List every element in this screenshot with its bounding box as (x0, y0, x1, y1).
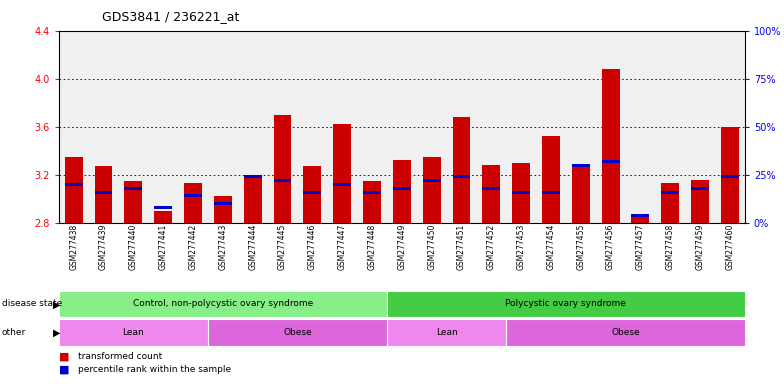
Text: GSM277438: GSM277438 (69, 224, 78, 270)
Text: GSM277450: GSM277450 (427, 224, 436, 270)
Text: GSM277446: GSM277446 (308, 224, 317, 270)
Text: ■: ■ (59, 351, 69, 361)
Text: GSM277453: GSM277453 (517, 224, 525, 270)
Text: GSM277443: GSM277443 (218, 224, 227, 270)
Text: ▶: ▶ (53, 300, 61, 310)
Bar (572, 166, 590, 223)
Bar (542, 190, 560, 194)
Bar (691, 187, 709, 190)
Bar (274, 179, 292, 182)
Bar (184, 183, 202, 223)
Bar (363, 190, 381, 194)
Bar (244, 175, 262, 223)
Text: Polycystic ovary syndrome: Polycystic ovary syndrome (506, 299, 626, 308)
Text: GSM277439: GSM277439 (99, 224, 108, 270)
Text: GSM277449: GSM277449 (397, 224, 406, 270)
Text: GSM277457: GSM277457 (636, 224, 645, 270)
Text: GSM277442: GSM277442 (188, 224, 198, 270)
Bar (423, 179, 441, 182)
Text: GSM277448: GSM277448 (368, 224, 376, 270)
Bar (154, 206, 172, 209)
Text: GSM277444: GSM277444 (249, 224, 257, 270)
Text: other: other (2, 328, 26, 337)
Bar (393, 161, 411, 223)
Bar (691, 180, 709, 223)
Bar (208, 319, 387, 346)
Text: percentile rank within the sample: percentile rank within the sample (78, 365, 231, 374)
Bar (542, 136, 560, 223)
Text: ■: ■ (59, 364, 69, 374)
Bar (572, 164, 590, 167)
Text: GDS3841 / 236221_at: GDS3841 / 236221_at (102, 10, 239, 23)
Bar (721, 127, 739, 223)
Bar (214, 202, 232, 205)
Bar (482, 165, 500, 223)
Bar (721, 175, 739, 178)
Bar (333, 183, 351, 186)
Bar (303, 166, 321, 223)
Bar (333, 124, 351, 223)
Bar (452, 175, 470, 178)
Bar (452, 117, 470, 223)
Bar (363, 181, 381, 223)
Bar (95, 166, 112, 223)
Bar (393, 187, 411, 190)
Bar (303, 190, 321, 194)
Bar (661, 190, 679, 194)
Bar (601, 69, 619, 223)
Bar (387, 319, 506, 346)
Bar (387, 291, 745, 317)
Text: GSM277451: GSM277451 (457, 224, 466, 270)
Text: Lean: Lean (436, 328, 457, 337)
Text: GSM277447: GSM277447 (338, 224, 347, 270)
Text: Obese: Obese (612, 328, 640, 337)
Bar (214, 196, 232, 223)
Bar (65, 183, 82, 186)
Bar (601, 160, 619, 163)
Bar (631, 214, 649, 217)
Text: GSM277458: GSM277458 (666, 224, 675, 270)
Bar (512, 163, 530, 223)
Bar (244, 175, 262, 178)
Bar (482, 187, 500, 190)
Text: GSM277445: GSM277445 (278, 224, 287, 270)
Bar (125, 181, 143, 223)
Bar (423, 157, 441, 223)
Bar (125, 187, 143, 190)
Bar (59, 291, 387, 317)
Bar (661, 183, 679, 223)
Text: ▶: ▶ (53, 328, 61, 338)
Text: GSM277452: GSM277452 (487, 224, 495, 270)
Text: GSM277441: GSM277441 (158, 224, 168, 270)
Bar (95, 190, 112, 194)
Text: GSM277454: GSM277454 (546, 224, 555, 270)
Bar (184, 194, 202, 197)
Text: GSM277456: GSM277456 (606, 224, 615, 270)
Text: GSM277440: GSM277440 (129, 224, 138, 270)
Bar (506, 319, 745, 346)
Bar (65, 157, 82, 223)
Bar (631, 217, 649, 223)
Text: GSM277460: GSM277460 (725, 224, 735, 270)
Text: Lean: Lean (122, 328, 144, 337)
Text: GSM277455: GSM277455 (576, 224, 586, 270)
Bar (154, 211, 172, 223)
Text: disease state: disease state (2, 299, 62, 308)
Bar (274, 115, 292, 223)
Text: Obese: Obese (283, 328, 312, 337)
Bar (59, 319, 208, 346)
Text: GSM277459: GSM277459 (695, 224, 705, 270)
Text: transformed count: transformed count (78, 352, 162, 361)
Bar (512, 190, 530, 194)
Text: Control, non-polycystic ovary syndrome: Control, non-polycystic ovary syndrome (132, 299, 313, 308)
